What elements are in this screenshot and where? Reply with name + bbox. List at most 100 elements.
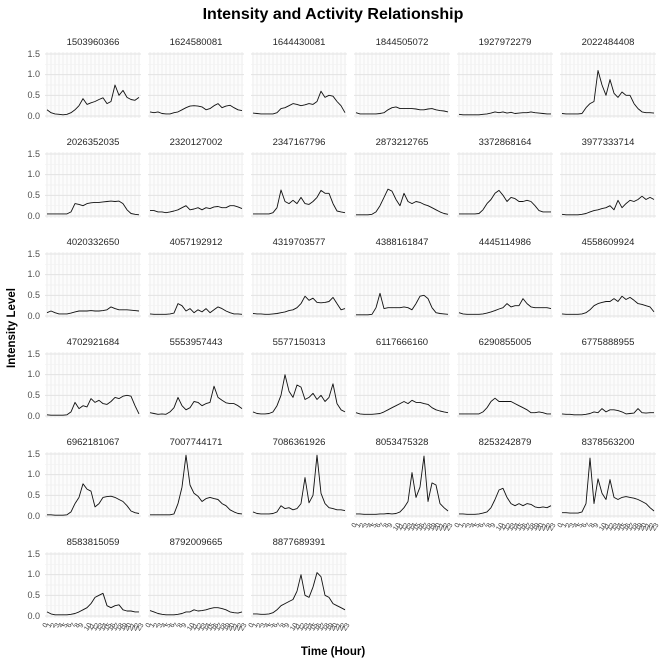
- y-tick-label: 0.5: [27, 589, 40, 600]
- data-series: [561, 295, 655, 315]
- facet-panel: 4057192912: [147, 236, 245, 320]
- data-series: [562, 457, 655, 514]
- facet-panel: 1844505072: [353, 36, 451, 120]
- data-series: [561, 408, 654, 416]
- data-series: [150, 454, 243, 516]
- y-tick-label: 0.0: [27, 410, 40, 421]
- facet-panel: 1503960366 1.5 1.0 0.5 0.0: [27, 36, 142, 120]
- facet-panel: 4445114986: [456, 236, 554, 320]
- line-chart: [353, 150, 451, 220]
- y-tick-label: 1.5: [27, 448, 40, 459]
- y-tick-label: 1.5: [27, 548, 40, 559]
- facet-panel: 4388161847: [353, 236, 451, 320]
- data-series: [459, 189, 551, 215]
- data-series: [149, 385, 243, 415]
- data-series: [458, 298, 552, 315]
- data-series: [356, 455, 449, 515]
- chart-title: Intensity and Activity Relationship: [202, 6, 464, 23]
- facet-label: 1503960366: [66, 37, 120, 48]
- line-chart: [456, 150, 554, 220]
- x-axis-tick-strip: 0 1 2 3 4 5 6 7 8 9 10 11 12 13 14 15 16 17 18 19 20 21 22 23: [42, 621, 146, 645]
- facet-panel: 8792009665 0 1 2 3 4 5 6 7 8 9 10 11 12 13 14 15 16 17 18 19…: [145, 536, 249, 632]
- facet-panel: 4702921684 1.5 1.0 0.5 0.0: [27, 336, 142, 420]
- data-series: [459, 487, 552, 515]
- line-chart: [456, 450, 554, 520]
- data-series: [355, 399, 449, 415]
- y-tick-label: 1.0: [27, 569, 40, 580]
- facet-label: 8253242879: [478, 437, 532, 448]
- data-series: [356, 188, 449, 216]
- facet-panel: 6775888955: [559, 336, 657, 420]
- facet-label: 2347167796: [272, 137, 326, 148]
- facet-label: 7086361926: [272, 437, 326, 448]
- y-tick-label: 1.0: [27, 69, 40, 80]
- facet-label: 8378563200: [581, 437, 635, 448]
- facet-panel: 7086361926: [250, 436, 348, 520]
- data-series: [149, 303, 243, 315]
- facet-panel: 3372868164: [456, 136, 554, 220]
- x-axis-tick-strip: 0 1 2 3 4 5 6 7 8 9 10 11 12 13 14 15 16 17 18 19 20 21 22 23: [248, 621, 352, 645]
- facet-panel: 4558609924: [559, 236, 657, 320]
- y-tick-label: 0.5: [27, 389, 40, 400]
- line-chart: [559, 150, 657, 220]
- facet-panel: 6290855005: [456, 336, 554, 420]
- line-chart: [147, 550, 245, 620]
- line-chart: [353, 250, 451, 320]
- data-series: [252, 90, 346, 115]
- facet-panel: 2873212765: [353, 136, 451, 220]
- facet-label: 3977333714: [581, 137, 635, 148]
- facet-label: 8792009665: [169, 537, 223, 548]
- empty-cell: [456, 536, 554, 620]
- line-chart: [559, 50, 657, 120]
- line-chart: [147, 150, 245, 220]
- line-chart: [44, 50, 142, 120]
- facet-label: 4319703577: [272, 237, 326, 248]
- facet-panel: 1927972279: [456, 36, 554, 120]
- y-tick-label: 0.0: [27, 210, 40, 221]
- facet-label: 8053475328: [375, 437, 429, 448]
- data-series: [46, 306, 140, 315]
- facet-label: 1844505072: [375, 37, 429, 48]
- facet-label: 8583815059: [66, 537, 120, 548]
- facet-panel: 6962181067 1.5 1.0 0.5 0.0: [27, 436, 142, 520]
- data-series: [47, 483, 140, 516]
- data-series: [46, 394, 140, 416]
- data-series: [252, 454, 346, 515]
- facet-label: 2320127002: [169, 137, 223, 148]
- facet-label: 6117666160: [375, 337, 429, 348]
- facet-label: 2022484408: [581, 37, 635, 48]
- line-chart: [250, 450, 348, 520]
- line-chart: [147, 50, 245, 120]
- data-series: [46, 592, 139, 616]
- facet-label: 4388161847: [375, 237, 429, 248]
- facet-panel: 7007744171: [147, 436, 245, 520]
- line-chart: [353, 50, 451, 120]
- line-chart: [147, 250, 245, 320]
- x-axis-tick-strip: 0 1 2 3 4 5 6 7 8 9 10 11 12 13 14 15 16 17 18 19 20 21 22 23: [454, 521, 558, 545]
- data-series: [253, 572, 346, 615]
- facet-panel: 5553957443: [147, 336, 245, 420]
- data-series: [47, 200, 140, 216]
- facet-panel: 2022484408: [559, 36, 657, 120]
- facet-label: 1624580081: [169, 37, 223, 48]
- data-series: [459, 397, 551, 415]
- y-tick-label: 0.5: [27, 489, 40, 500]
- line-chart: [353, 350, 451, 420]
- facet-panel: 1644430081: [250, 36, 348, 120]
- facet-label: 8877689391: [272, 537, 326, 548]
- facet-label: 4057192912: [169, 237, 223, 248]
- empty-cell: [559, 536, 657, 620]
- line-chart: [353, 450, 451, 520]
- x-axis-title: Time (Hour): [300, 646, 366, 658]
- y-tick-label: 1.0: [27, 469, 40, 480]
- line-chart: [456, 350, 554, 420]
- data-series: [561, 195, 655, 216]
- y-tick-label: 1.5: [27, 148, 40, 159]
- x-axis-tick-strip: 0 1 2 3 4 5 6 7 8 9 10 11 12 13 14 15 16 17 18 19 20 21 22 23: [557, 521, 661, 545]
- line-chart: [559, 250, 657, 320]
- y-tick-label: 1.0: [27, 269, 40, 280]
- data-series: [253, 189, 346, 215]
- facet-panel: 5577150313: [250, 336, 348, 420]
- facet-label: 4702921684: [66, 337, 120, 348]
